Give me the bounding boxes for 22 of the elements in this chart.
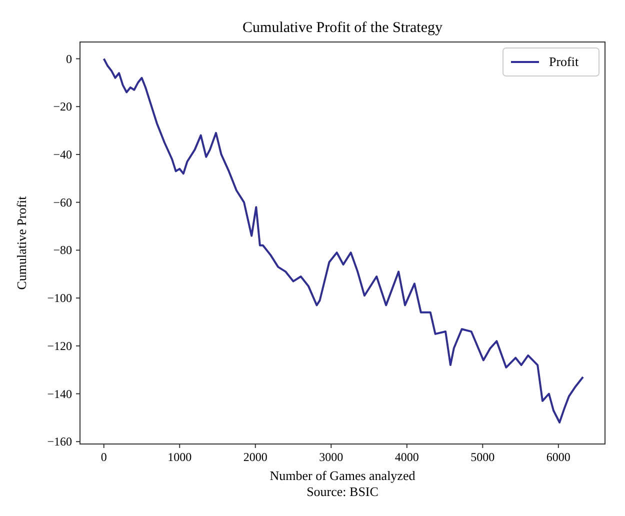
legend-label: Profit <box>549 54 579 69</box>
x-axis-title: Number of Games analyzed <box>270 468 416 483</box>
y-tick-label: −160 <box>47 434 72 449</box>
x-tick-label: 1000 <box>168 450 192 464</box>
y-tick-label: −60 <box>53 195 72 210</box>
chart-title: Cumulative Profit of the Strategy <box>242 20 443 36</box>
x-tick-label: 5000 <box>470 450 495 464</box>
y-tick-label: −20 <box>53 100 72 114</box>
y-tick-label: −100 <box>47 291 72 306</box>
x-tick-label: 4000 <box>394 450 419 464</box>
x-tick-label: 2000 <box>243 450 268 464</box>
y-tick-label: −140 <box>47 386 72 401</box>
y-tick-label: 0 <box>66 52 72 66</box>
source-note: Source: BSIC <box>306 484 378 499</box>
y-axis-title: Cumulative Profit <box>14 196 29 290</box>
y-tick-label: −80 <box>53 243 72 258</box>
x-tick-label: 6000 <box>546 450 570 464</box>
y-tick-label: −120 <box>47 338 72 353</box>
y-tick-label: −40 <box>53 147 72 162</box>
line-series <box>102 58 584 424</box>
x-tick-label: 0 <box>100 450 107 464</box>
x-tick-label: 3000 <box>319 450 344 464</box>
